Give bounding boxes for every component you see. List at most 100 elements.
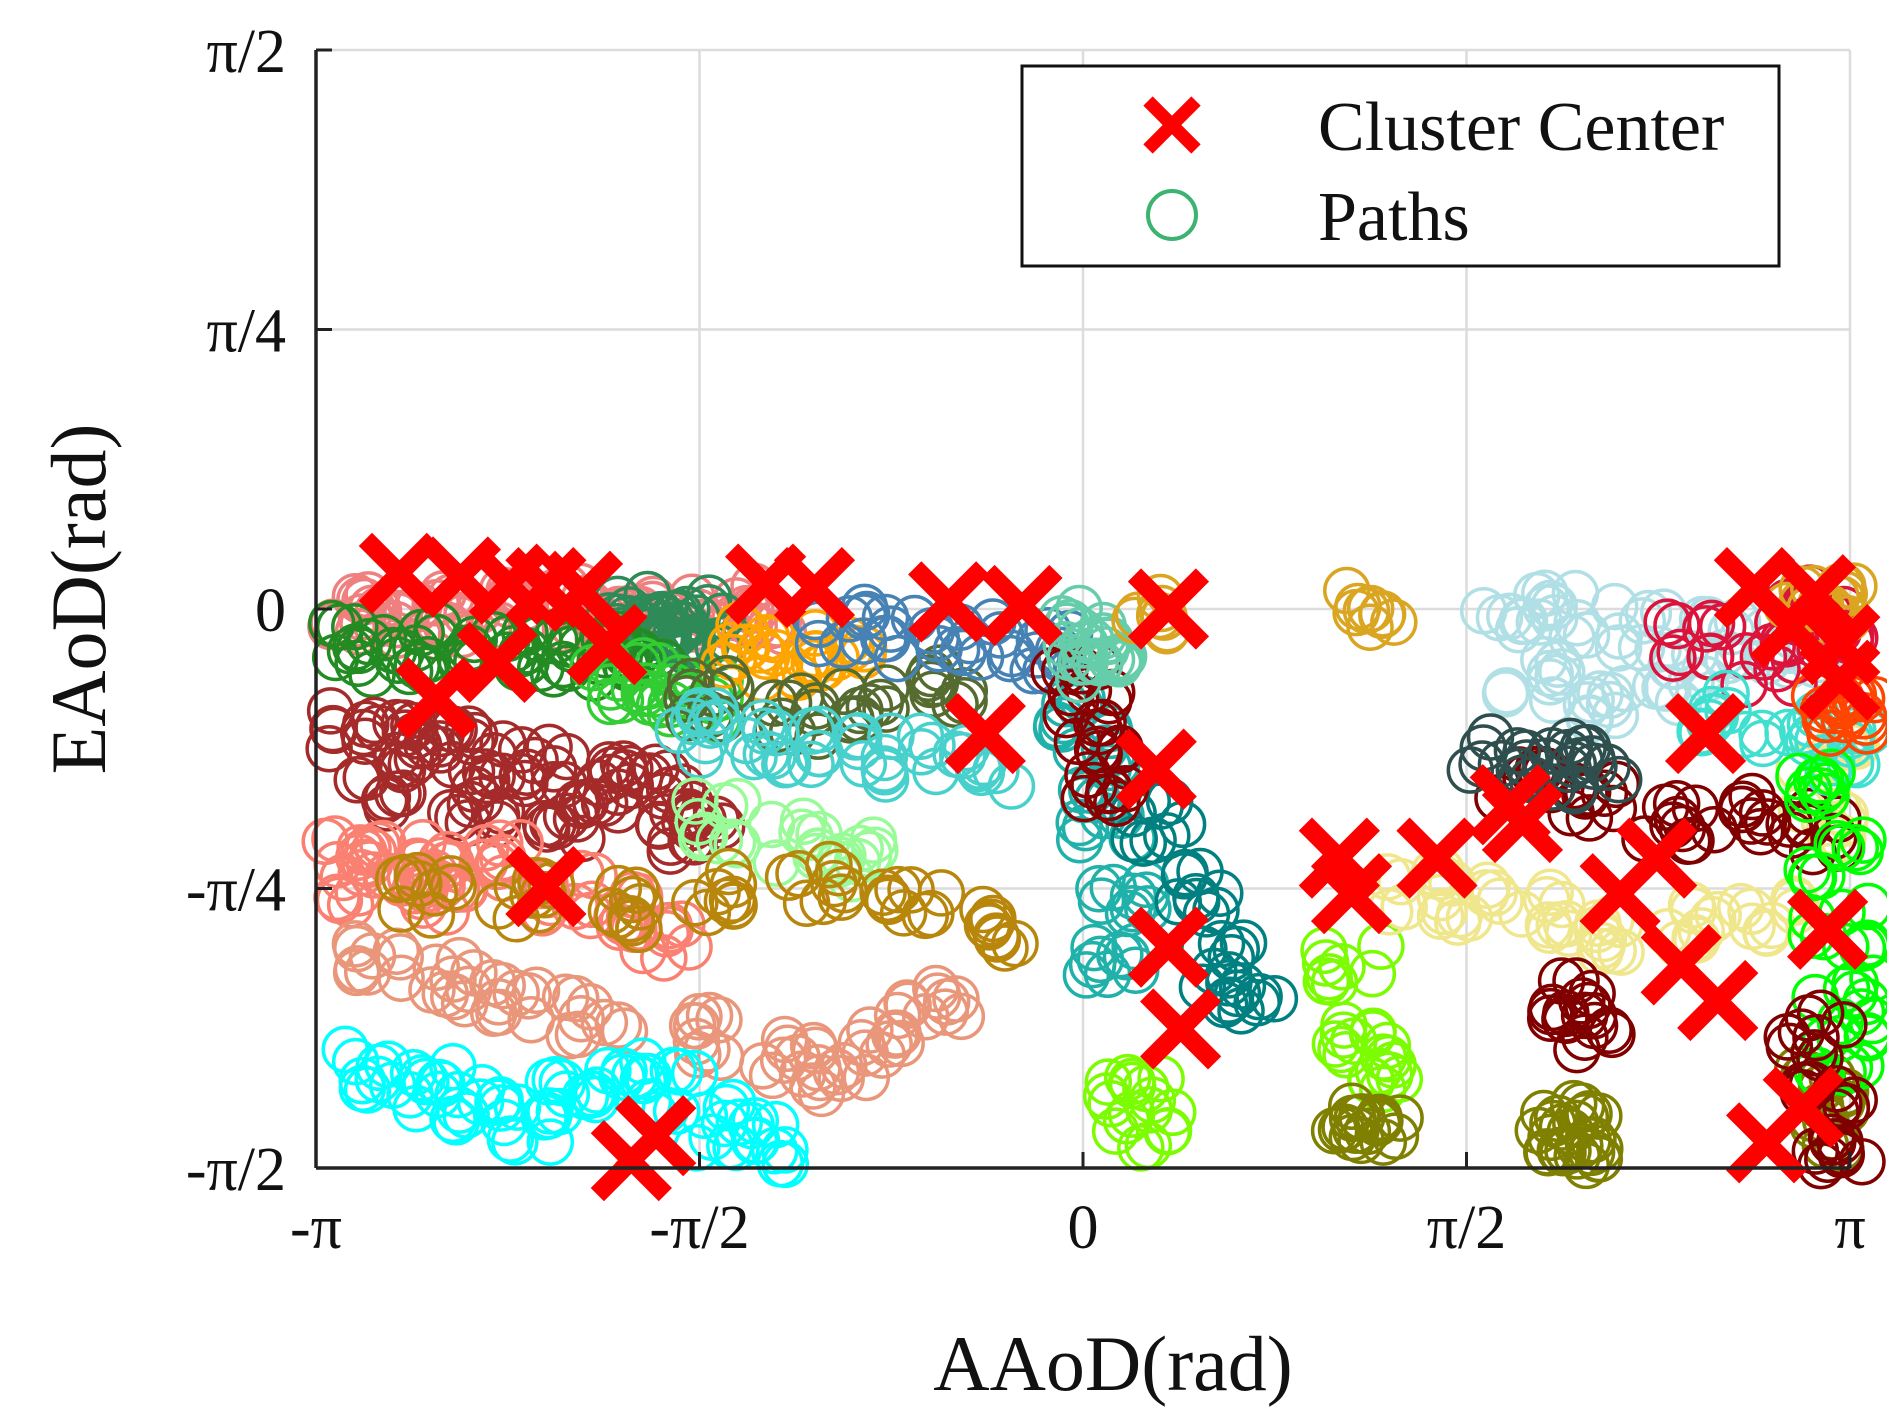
path-point (1218, 962, 1267, 1010)
path-point (861, 593, 910, 642)
path-point (1728, 772, 1776, 821)
path-point (1144, 1107, 1193, 1155)
cluster-center-marker (944, 692, 1026, 775)
path-point (646, 827, 695, 875)
path-point (1656, 628, 1704, 677)
path-point (1775, 752, 1823, 801)
path-point (1792, 757, 1841, 805)
path-point (1526, 906, 1574, 954)
path-point (969, 894, 1017, 943)
path-point (587, 887, 636, 935)
path-point (797, 1069, 846, 1118)
cluster-center-marker (908, 561, 990, 643)
path-point (1327, 1082, 1376, 1130)
y-axis-ticks: -π/2 -π/4 0 π/4 π/2 (186, 18, 332, 1204)
path-point (1836, 827, 1884, 876)
path-point (655, 1048, 704, 1096)
path-point (1129, 816, 1177, 865)
path-point (652, 1087, 701, 1135)
path-point (1802, 762, 1851, 810)
path-point (1466, 713, 1515, 761)
path-point (416, 720, 464, 768)
path-point (1084, 1058, 1133, 1106)
cluster-center-marker (1787, 888, 1869, 970)
path-point (1076, 638, 1124, 687)
cluster-center-marker (1677, 959, 1759, 1042)
path-point (1567, 676, 1615, 724)
path-point (363, 784, 411, 832)
x-axis-ticks: -π -π/2 0 π/2 π (290, 1152, 1866, 1262)
path-point (681, 716, 730, 765)
path-point (732, 1116, 781, 1165)
path-point (426, 855, 475, 903)
path-point (672, 1017, 721, 1066)
cluster-center-marker (1664, 692, 1747, 775)
path-point (572, 778, 620, 826)
path-point (739, 699, 787, 747)
cluster-center-marker (395, 657, 477, 739)
cluster-center-marker (773, 547, 856, 629)
path-point (1328, 1094, 1377, 1143)
path-point (377, 885, 425, 933)
series-7 (331, 920, 986, 1118)
path-point (1476, 877, 1524, 925)
y-tick-label: π/2 (206, 18, 286, 86)
y-tick-label: 0 (255, 577, 286, 645)
path-point (600, 1007, 649, 1055)
path-point (1109, 885, 1158, 933)
cluster-center-marker (1725, 1102, 1808, 1184)
cluster-center-marker (566, 603, 648, 686)
path-point (475, 988, 523, 1037)
path-point (1091, 1107, 1140, 1155)
path-point (1817, 823, 1866, 872)
path-point (380, 699, 428, 747)
cluster-center-marker (1750, 586, 1832, 668)
x-tick-label: π/2 (1427, 1194, 1507, 1262)
path-point (1235, 972, 1283, 1021)
path-point (1590, 582, 1639, 631)
path-point (1070, 923, 1118, 972)
path-point (1785, 766, 1833, 815)
path-point (462, 823, 510, 872)
path-point (512, 966, 561, 1015)
path-point (1594, 624, 1643, 672)
path-point (736, 626, 785, 674)
path-point (527, 861, 576, 910)
path-point (333, 756, 381, 804)
path-point (1096, 931, 1144, 979)
path-point (787, 740, 835, 789)
path-point (486, 1115, 535, 1163)
legend-x-shape (1143, 96, 1201, 154)
path-point (1358, 591, 1406, 640)
path-point (1618, 597, 1667, 645)
path-point (1481, 670, 1530, 718)
x-tick-label: -π (290, 1194, 342, 1262)
path-point (1738, 709, 1786, 758)
y-tick-label: -π/4 (186, 857, 286, 925)
path-point (580, 998, 629, 1047)
path-point (860, 733, 908, 782)
path-point (1792, 1013, 1840, 1062)
path-point (432, 1098, 480, 1146)
path-point (1370, 598, 1418, 646)
path-point (932, 626, 981, 674)
path-point (1736, 808, 1785, 856)
path-point (331, 603, 379, 651)
path-point (377, 954, 425, 1002)
legend-cluster-center-marker (1143, 96, 1201, 154)
path-point (1748, 623, 1796, 671)
path-point (1522, 584, 1570, 632)
path-point (1739, 633, 1788, 681)
path-point (598, 1053, 646, 1101)
path-point (412, 578, 460, 627)
path-point (594, 1001, 643, 1049)
path-point (702, 1083, 751, 1132)
path-point (763, 739, 812, 788)
path-point (1570, 1001, 1619, 1050)
path-point (1420, 887, 1468, 936)
path-point (427, 789, 475, 837)
path-point (1213, 969, 1262, 1018)
path-point (1154, 878, 1202, 926)
path-point (1053, 717, 1102, 765)
path-point (410, 869, 458, 917)
